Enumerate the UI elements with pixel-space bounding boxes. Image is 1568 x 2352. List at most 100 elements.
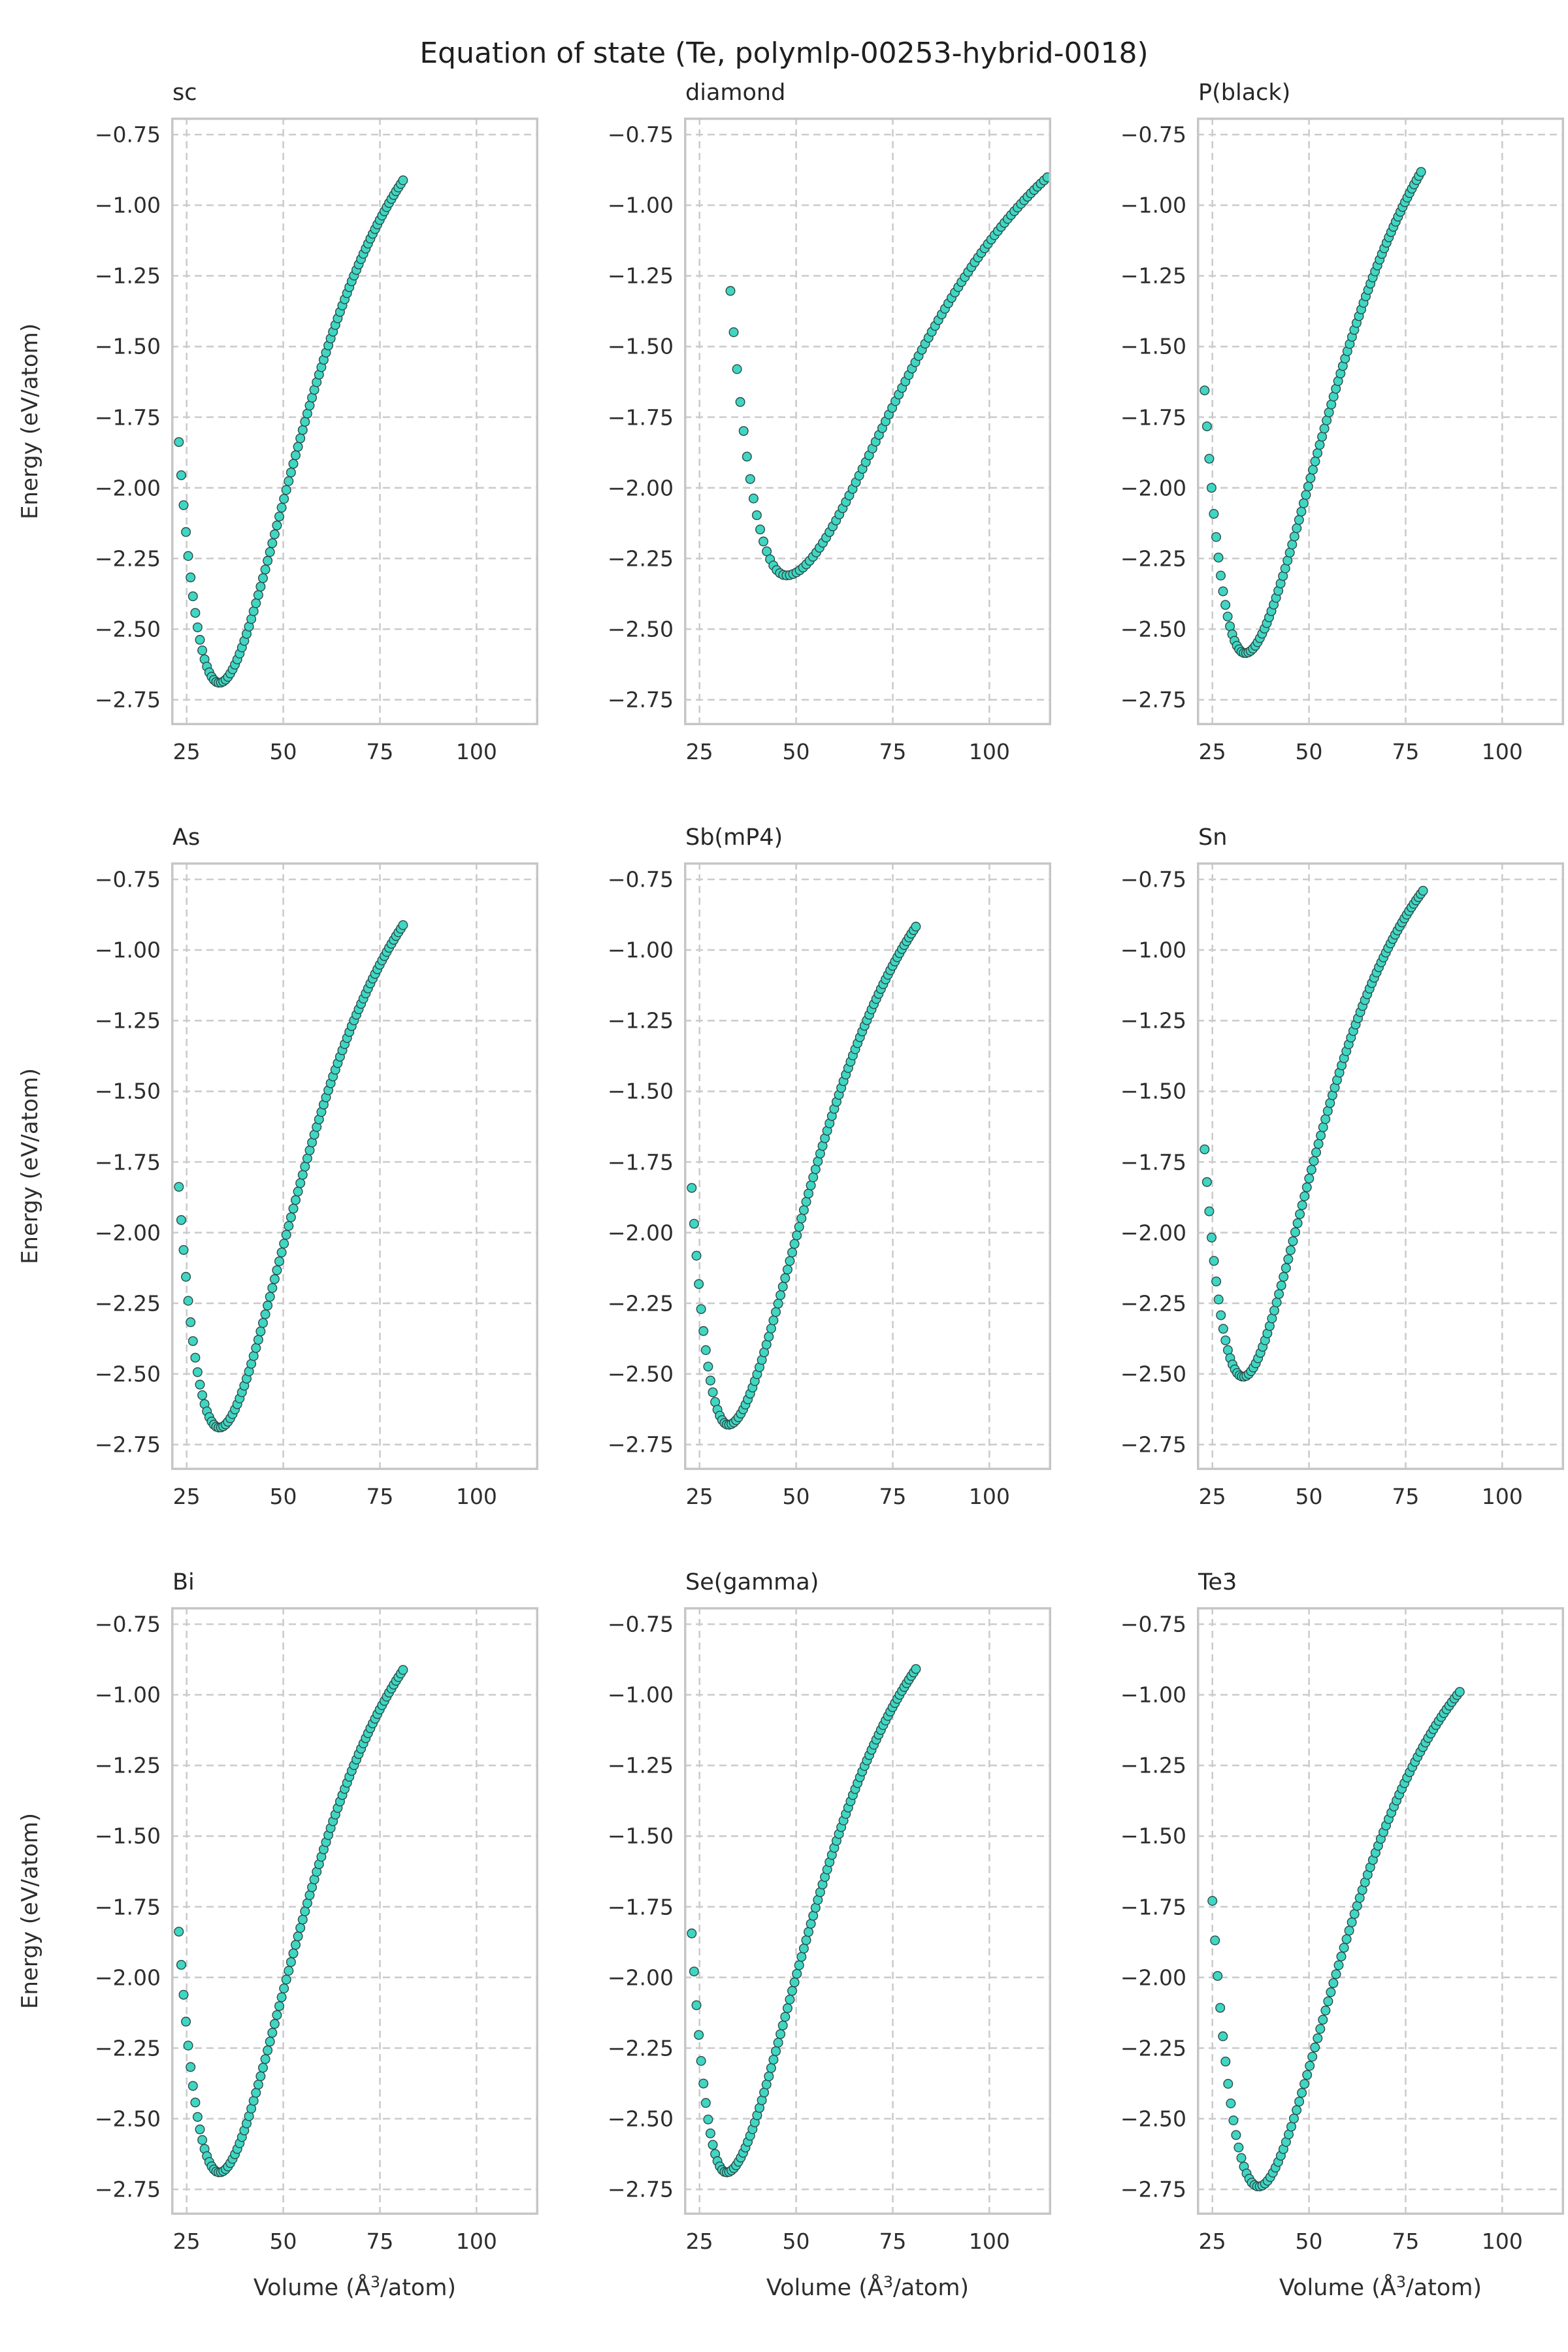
data-point: [186, 1317, 196, 1328]
y-tick-label: −2.00: [94, 1965, 161, 1991]
data-point: [1281, 1263, 1291, 1273]
data-point: [1310, 2042, 1320, 2053]
data-point: [1269, 1305, 1279, 1316]
data-point: [1309, 1156, 1319, 1166]
data-point: [1304, 1173, 1315, 1184]
y-tick-label: −2.50: [1120, 2106, 1186, 2132]
data-point: [748, 493, 759, 504]
x-tick-label: 75: [366, 2229, 394, 2254]
axes-frame: [684, 862, 1051, 1470]
y-tick-label: −1.00: [607, 1682, 674, 1708]
y-tick-label: −1.00: [1120, 1682, 1186, 1708]
data-point: [708, 2140, 718, 2150]
scatter-series: [1207, 1687, 1465, 2192]
y-tick-label: −2.50: [607, 2106, 674, 2132]
y-tick-label: −2.00: [607, 475, 674, 501]
x-tick-label: 75: [879, 2229, 907, 2254]
data-point: [253, 590, 263, 600]
data-point: [1292, 1218, 1303, 1228]
data-point: [290, 1195, 301, 1205]
data-point: [691, 2000, 702, 2010]
data-point: [691, 1250, 702, 1261]
data-point: [792, 1230, 802, 1241]
data-point: [1318, 2014, 1328, 2025]
data-point: [1284, 547, 1295, 558]
y-tick-label: −2.50: [94, 2106, 161, 2132]
data-point: [248, 2096, 259, 2106]
data-point: [1306, 1164, 1316, 1175]
data-point: [1316, 1130, 1326, 1141]
data-point: [764, 1331, 774, 1342]
data-point: [1209, 509, 1219, 519]
data-point: [269, 1274, 280, 1284]
data-point: [176, 470, 186, 480]
data-point: [1204, 453, 1215, 464]
data-point: [803, 1188, 813, 1199]
data-point: [806, 1919, 816, 1929]
y-tick-label: −1.25: [94, 263, 161, 289]
data-point: [174, 437, 184, 448]
y-tick-label: −2.75: [94, 1431, 161, 1458]
scatter-series: [725, 172, 1051, 581]
data-point: [276, 502, 287, 513]
superscript-3: 3: [370, 2273, 380, 2292]
data-point: [1200, 1144, 1210, 1154]
data-point: [1292, 2105, 1302, 2115]
data-point: [696, 1304, 706, 1315]
y-tick-label: −1.25: [1120, 263, 1186, 289]
y-tick-label: −1.50: [1120, 333, 1186, 359]
data-point: [785, 1256, 795, 1266]
axes-frame: [171, 862, 538, 1470]
data-point: [780, 2012, 791, 2022]
plot-area-as: [171, 862, 538, 1470]
y-tick-label: −1.50: [607, 1823, 674, 1849]
subplot-te3: Te3 25 50 75 100 −0.75 −1.00 −1.25 −1.50 −1.75 −2…: [1120, 1569, 1564, 2252]
data-point: [768, 2055, 779, 2065]
y-tick-label: −2.25: [94, 546, 161, 572]
data-point: [255, 581, 266, 592]
data-point: [1283, 1254, 1294, 1264]
data-point: [758, 536, 768, 547]
data-point: [1292, 523, 1302, 534]
data-point: [274, 2001, 284, 2012]
data-point: [183, 2040, 193, 2051]
data-point: [181, 527, 191, 537]
y-tick-label: −1.00: [607, 937, 674, 963]
data-point: [1322, 416, 1332, 426]
subplot-title-se-gamma: Se(gamma): [685, 1569, 819, 1595]
data-point: [1222, 1345, 1233, 1356]
data-point: [190, 1352, 201, 1363]
data-point: [1201, 1177, 1212, 1187]
x-tick-label: 25: [1198, 2229, 1226, 2254]
data-point: [183, 1296, 193, 1306]
subplot-se-gamma: Se(gamma) 25 50 75 100 −0.75 −1.00 −1.25 −1.50 −…: [608, 1569, 1051, 2252]
y-tick-label: −1.25: [1120, 1007, 1186, 1034]
y-tick-label: −1.00: [1120, 192, 1186, 218]
data-point: [192, 2112, 203, 2122]
data-point: [803, 1927, 813, 1937]
data-point: [1307, 465, 1318, 475]
data-point: [789, 1977, 800, 1987]
y-tick-label: −2.25: [607, 546, 674, 572]
data-point: [1287, 540, 1298, 550]
data-point: [178, 1989, 189, 2000]
y-tick-label: −2.25: [94, 2035, 161, 2061]
data-point: [766, 1324, 776, 1334]
plot-area-te3: [1197, 1607, 1564, 2215]
plot-area-se-gamma: [684, 1607, 1051, 2215]
y-tick-label: −2.25: [1120, 1290, 1186, 1316]
data-point: [770, 1307, 781, 1317]
data-point: [263, 555, 273, 566]
axes-frame: [684, 1607, 1051, 2215]
data-point: [1279, 1271, 1289, 1282]
data-point: [1320, 2005, 1331, 2016]
data-point: [293, 1931, 303, 1942]
data-point: [251, 2087, 261, 2098]
subplot-title-sc: sc: [172, 80, 197, 106]
y-tick-label: −1.50: [607, 1078, 674, 1104]
data-point: [1228, 2115, 1239, 2126]
data-point: [700, 1345, 711, 1356]
data-point: [1294, 515, 1304, 525]
subplot-diamond: diamond 25 50 75 100 −0.75 −1.00 −1.25 −1.50 −1.…: [608, 80, 1051, 762]
data-point: [176, 1959, 186, 1970]
